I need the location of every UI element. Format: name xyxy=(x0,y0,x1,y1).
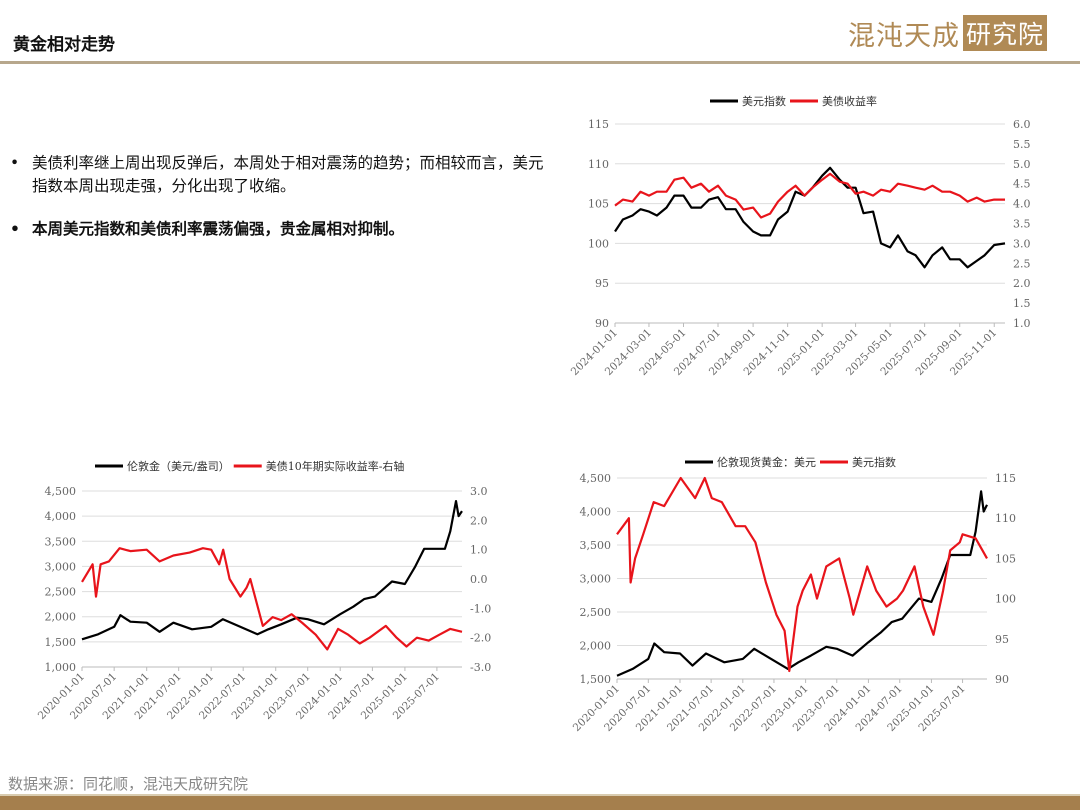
y-right-tick-label: 5.5 xyxy=(1013,138,1031,151)
y-right-tick-label: 105 xyxy=(995,552,1016,565)
y-right-tick-label: 1.0 xyxy=(470,544,488,557)
y-right-tick-label: 6.0 xyxy=(1013,118,1031,131)
bullet-list: • 美债利率继上周出现反弹后，本周处于相对震荡的趋势；而相较而言，美元指数本周出现… xyxy=(10,152,550,259)
y-right-tick-label: 0.0 xyxy=(470,573,488,586)
y-right-tick-label: 110 xyxy=(995,512,1016,525)
y-left-tick-label: 115 xyxy=(588,118,609,131)
data-source: 数据来源：同花顺，混沌天成研究院 xyxy=(8,775,249,793)
header-divider xyxy=(0,61,1080,64)
y-left-tick-label: 2,500 xyxy=(580,606,612,619)
y-left-tick-label: 4,500 xyxy=(45,485,77,498)
chart-gold-vs-dxy: 1,500 2,000 2,500 3,000 3,500 4,000 4,500 90 95 1… xyxy=(571,455,1016,734)
y-right-tick-label: 3.0 xyxy=(1013,237,1031,250)
bullet-item: • 本周美元指数和美债利率震荡偏强，贵金属相对抑制。 xyxy=(10,217,550,240)
bullet-dot-icon: • xyxy=(10,219,20,238)
y-right-tick-label: 1.5 xyxy=(1013,297,1031,310)
y-left-tick-label: 1,500 xyxy=(45,636,77,649)
y-left-tick-label: 3,000 xyxy=(580,573,612,586)
series-line-left xyxy=(81,500,463,641)
y-left-tick-label: 3,500 xyxy=(45,535,77,548)
y-right-tick-label: -2.0 xyxy=(470,632,491,645)
y-left-tick-label: 3,500 xyxy=(580,539,612,552)
y-right-tick-label: 1.0 xyxy=(1013,317,1031,330)
series-line-right xyxy=(614,172,1005,219)
y-left-tick-label: 4,000 xyxy=(45,510,77,523)
bullet-item: • 美债利率继上周出现反弹后，本周处于相对震荡的趋势；而相较而言，美元指数本周出现… xyxy=(10,152,550,198)
y-left-tick-label: 1,500 xyxy=(580,673,612,686)
y-left-tick-label: 4,000 xyxy=(580,506,612,519)
y-right-tick-label: 2.0 xyxy=(1013,277,1031,290)
y-right-tick-label: 3.0 xyxy=(470,485,488,498)
y-left-tick-label: 3,000 xyxy=(45,560,77,573)
y-left-tick-label: 95 xyxy=(595,277,609,290)
y-left-tick-label: 2,000 xyxy=(580,640,612,653)
chart-gold-vs-real-yield: 1,000 1,500 2,000 2,500 3,000 3,500 4,000 4,500… xyxy=(36,459,491,722)
bullet-text: 本周美元指数和美债利率震荡偏强，贵金属相对抑制。 xyxy=(32,219,405,238)
y-right-tick-label: 5.0 xyxy=(1013,158,1031,171)
legend-label: 美债10年期实际收益率-右轴 xyxy=(266,459,405,473)
y-left-tick-label: 90 xyxy=(595,317,609,330)
series-line-left xyxy=(616,490,988,677)
y-left-tick-label: 110 xyxy=(588,158,609,171)
footer-divider xyxy=(0,794,1080,796)
legend-label: 美元指数 xyxy=(852,455,896,469)
y-right-tick-label: 100 xyxy=(995,593,1016,606)
y-left-tick-label: 2,500 xyxy=(45,586,77,599)
legend-label: 美债收益率 xyxy=(822,94,877,108)
legend-label: 伦敦现货黄金：美元 xyxy=(717,455,816,469)
series-line-right xyxy=(616,476,988,673)
bullet-dot-icon: • xyxy=(10,154,20,172)
footer-bar xyxy=(0,796,1080,810)
page-title: 黄金相对走势 xyxy=(13,35,115,55)
y-left-tick-label: 100 xyxy=(588,237,609,250)
y-right-tick-label: 4.0 xyxy=(1013,198,1031,211)
y-left-tick-label: 1,000 xyxy=(45,661,77,674)
y-right-tick-label: -3.0 xyxy=(470,661,491,674)
y-right-tick-label: 2.0 xyxy=(470,514,488,527)
y-right-tick-label: 95 xyxy=(995,633,1009,646)
y-left-tick-label: 2,000 xyxy=(45,611,77,624)
y-left-tick-label: 4,500 xyxy=(580,472,612,485)
logo: 混沌天成 研究院 xyxy=(848,14,1048,52)
logo-text: 混沌天成 xyxy=(848,20,960,52)
y-right-tick-label: 3.5 xyxy=(1013,218,1031,231)
legend-label: 美元指数 xyxy=(742,94,786,108)
legend-label: 伦敦金（美元/盎司） xyxy=(127,459,230,473)
y-right-tick-label: 2.5 xyxy=(1013,257,1031,270)
y-right-tick-label: -1.0 xyxy=(470,602,491,615)
y-right-tick-label: 90 xyxy=(995,673,1009,686)
y-right-tick-label: 115 xyxy=(995,472,1016,485)
chart-dxy-vs-treasury-yield: 90 95 100 105 110 115 1.0 1.5 2.0 2.5 3.0 3.5 4.0 4.5… xyxy=(569,94,1031,378)
y-left-tick-label: 105 xyxy=(588,198,609,211)
y-right-tick-label: 4.5 xyxy=(1013,178,1031,191)
series-line-right xyxy=(81,547,463,651)
bullet-text: 美债利率继上周出现反弹后，本周处于相对震荡的趋势；而相较而言，美元指数本周出现走… xyxy=(32,154,544,195)
logo-box-text: 研究院 xyxy=(963,15,1048,51)
